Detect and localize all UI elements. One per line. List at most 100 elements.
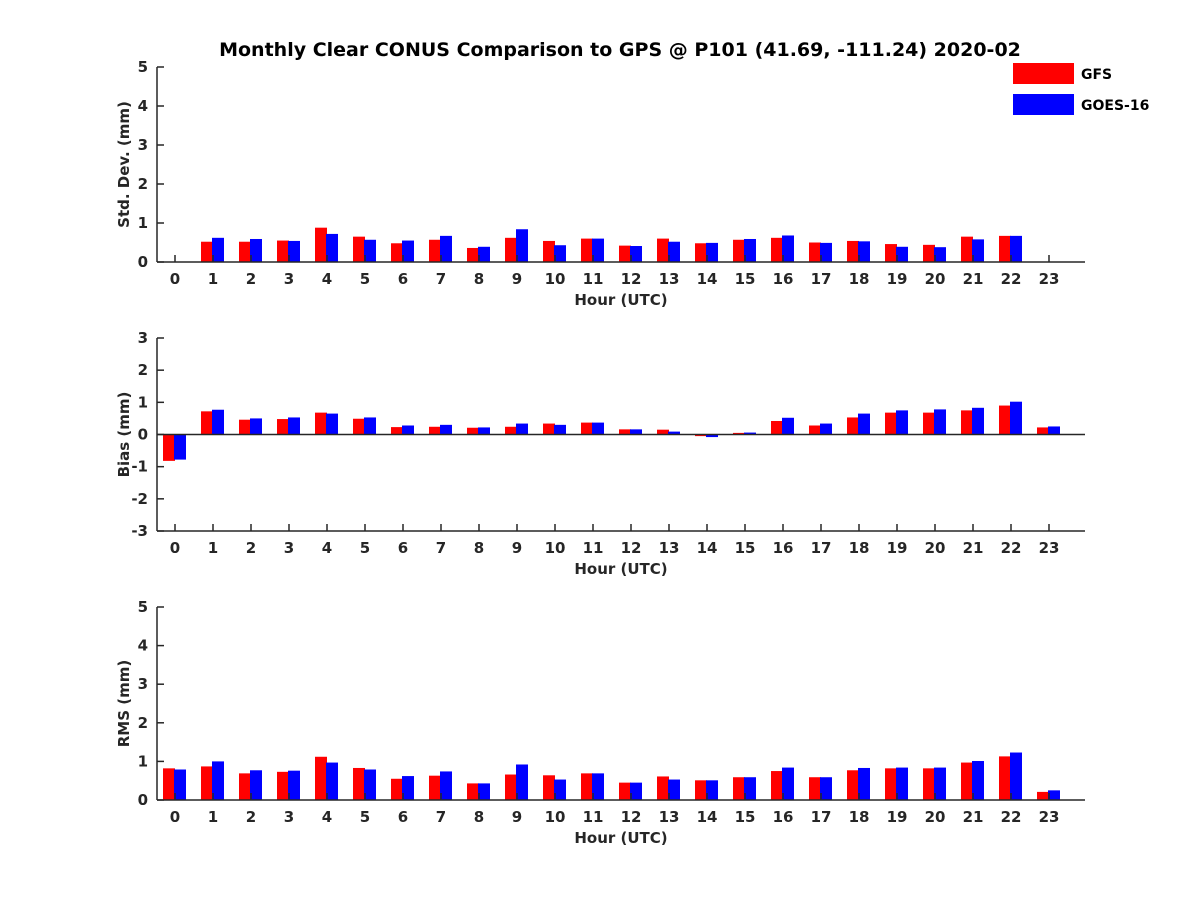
- goes16-bar: [782, 767, 794, 800]
- x-tick-label: 16: [773, 270, 794, 288]
- gfs-bar: [467, 427, 479, 435]
- gfs-bar: [543, 775, 555, 800]
- x-tick-label: 18: [849, 270, 870, 288]
- gfs-bar: [695, 434, 707, 437]
- gfs-bar: [581, 422, 593, 435]
- y-tick-label: 2: [138, 175, 148, 193]
- y-tick-label: 3: [138, 329, 148, 347]
- x-tick-label: 16: [773, 539, 794, 557]
- legend-swatch: [1013, 94, 1074, 115]
- gfs-bar: [277, 240, 289, 262]
- gfs-bar: [695, 243, 707, 262]
- goes16-bar: [288, 240, 300, 262]
- x-tick-label: 6: [398, 539, 408, 557]
- goes16-bar: [744, 238, 756, 262]
- x-tick-label: 17: [811, 808, 832, 826]
- goes16-bar: [554, 424, 566, 435]
- chart-legend: GFS GOES-16: [1013, 63, 1149, 115]
- x-tick-label: 13: [659, 539, 680, 557]
- gfs-bar: [163, 768, 175, 800]
- goes16-bar: [288, 770, 300, 800]
- y-tick-label: 4: [138, 97, 148, 115]
- goes16-bar: [972, 761, 984, 800]
- x-tick-label: 21: [963, 808, 984, 826]
- x-tick-label: 15: [735, 270, 756, 288]
- gfs-bar: [581, 773, 593, 800]
- goes16-bar: [668, 431, 680, 435]
- goes16-bar: [820, 423, 832, 435]
- goes16-bar: [212, 409, 224, 435]
- x-tick-label: 14: [697, 270, 718, 288]
- goes16-bar: [896, 410, 908, 435]
- gfs-bar: [505, 237, 517, 262]
- goes16-bar: [1010, 401, 1022, 435]
- x-tick-label: 23: [1039, 539, 1060, 557]
- goes16-bar: [744, 777, 756, 800]
- x-tick-label: 5: [360, 539, 370, 557]
- gfs-bar: [201, 766, 213, 800]
- gfs-bar: [999, 405, 1011, 435]
- gfs-bar: [391, 778, 403, 800]
- y-axis-label: Bias (mm): [115, 392, 133, 478]
- x-tick-label: 5: [360, 270, 370, 288]
- y-tick-label: 3: [138, 136, 148, 154]
- y-axis-label: Std. Dev. (mm): [115, 101, 133, 228]
- goes16-bar: [782, 417, 794, 435]
- goes16-bar: [364, 769, 376, 800]
- gfs-bar: [277, 419, 289, 435]
- goes16-bar: [478, 427, 490, 435]
- y-tick-label: 5: [138, 58, 148, 76]
- gfs-bar: [201, 411, 213, 435]
- gfs-bar: [657, 238, 669, 262]
- goes16-bar: [478, 783, 490, 800]
- y-tick-label: 1: [138, 214, 148, 232]
- gfs-bar: [505, 774, 517, 800]
- y-tick-label: 0: [138, 791, 148, 809]
- gfs-bar: [391, 427, 403, 435]
- goes16-bar: [174, 434, 186, 460]
- x-tick-label: 19: [887, 270, 908, 288]
- goes16-bar: [440, 424, 452, 435]
- y-tick-label: -1: [131, 458, 148, 476]
- gfs-bar: [999, 235, 1011, 262]
- x-tick-label: 20: [925, 539, 946, 557]
- gfs-bar: [771, 771, 783, 800]
- gfs-bar: [239, 773, 251, 800]
- x-tick-label: 8: [474, 539, 484, 557]
- goes16-bar: [858, 413, 870, 435]
- legend-swatch: [1013, 63, 1074, 84]
- gfs-bar: [733, 432, 745, 435]
- goes16-bar: [440, 235, 452, 262]
- y-tick-label: -2: [131, 490, 148, 508]
- goes16-bar: [706, 242, 718, 262]
- x-tick-label: 10: [545, 270, 566, 288]
- goes16-bar: [212, 237, 224, 262]
- gfs-bar: [961, 236, 973, 262]
- x-tick-label: 13: [659, 270, 680, 288]
- x-tick-label: 18: [849, 539, 870, 557]
- x-tick-label: 7: [436, 539, 446, 557]
- gfs-bar: [239, 241, 251, 262]
- gfs-bar: [315, 412, 327, 435]
- gfs-bar: [429, 239, 441, 262]
- goes16-bar: [858, 767, 870, 800]
- gfs-bar: [733, 777, 745, 800]
- x-tick-label: 22: [1001, 270, 1022, 288]
- gfs-bar: [315, 756, 327, 800]
- y-axis-label: RMS (mm): [115, 660, 133, 747]
- legend-label: GFS: [1081, 67, 1112, 83]
- x-tick-label: 21: [963, 270, 984, 288]
- x-tick-label: 11: [583, 808, 604, 826]
- goes16-bar: [630, 782, 642, 800]
- goes16-bar: [896, 767, 908, 800]
- gfs-bar: [657, 429, 669, 435]
- x-tick-label: 20: [925, 270, 946, 288]
- x-tick-label: 3: [284, 808, 294, 826]
- x-axis-label: Hour (UTC): [574, 829, 667, 847]
- x-tick-label: 8: [474, 270, 484, 288]
- goes16-bar: [934, 247, 946, 262]
- goes16-bar: [402, 425, 414, 435]
- gfs-bar: [619, 245, 631, 262]
